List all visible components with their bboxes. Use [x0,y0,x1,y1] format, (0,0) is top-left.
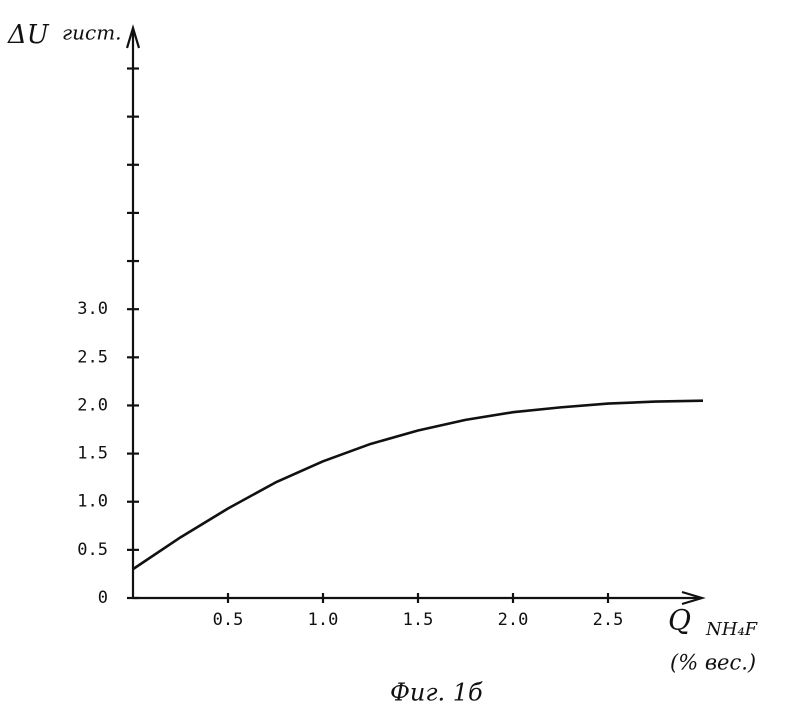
y-tick-label: 0.5 [77,540,108,560]
x-tick-label: 0.5 [213,610,244,630]
y-tick-label: 0 [98,588,108,608]
chart: ΔU гист. Q NH₄F (% вес.) Фиг. 1б 0 0.5 1.0… [0,0,800,716]
x-label-sub: NH₄F [705,619,759,640]
x-tick-label: 1.0 [308,610,339,630]
x-label: Q [668,604,691,637]
y-tick-label: 2.5 [77,347,108,367]
y-label: ΔU [7,20,50,50]
y-tick-label: 3.0 [77,299,108,319]
y-tick-label: 1.0 [77,492,108,512]
data-line [133,401,703,569]
x-tick-label: 2.0 [498,610,529,630]
y-label-sub: гист. [62,21,122,45]
x-tick-label: 2.5 [593,610,624,630]
y-tick-label: 2.0 [77,395,108,415]
x-tick-label: 1.5 [403,610,434,630]
y-tick-label: 1.5 [77,444,108,464]
x-unit: (% вес.) [670,651,756,675]
caption: Фиг. 1б [390,679,483,707]
